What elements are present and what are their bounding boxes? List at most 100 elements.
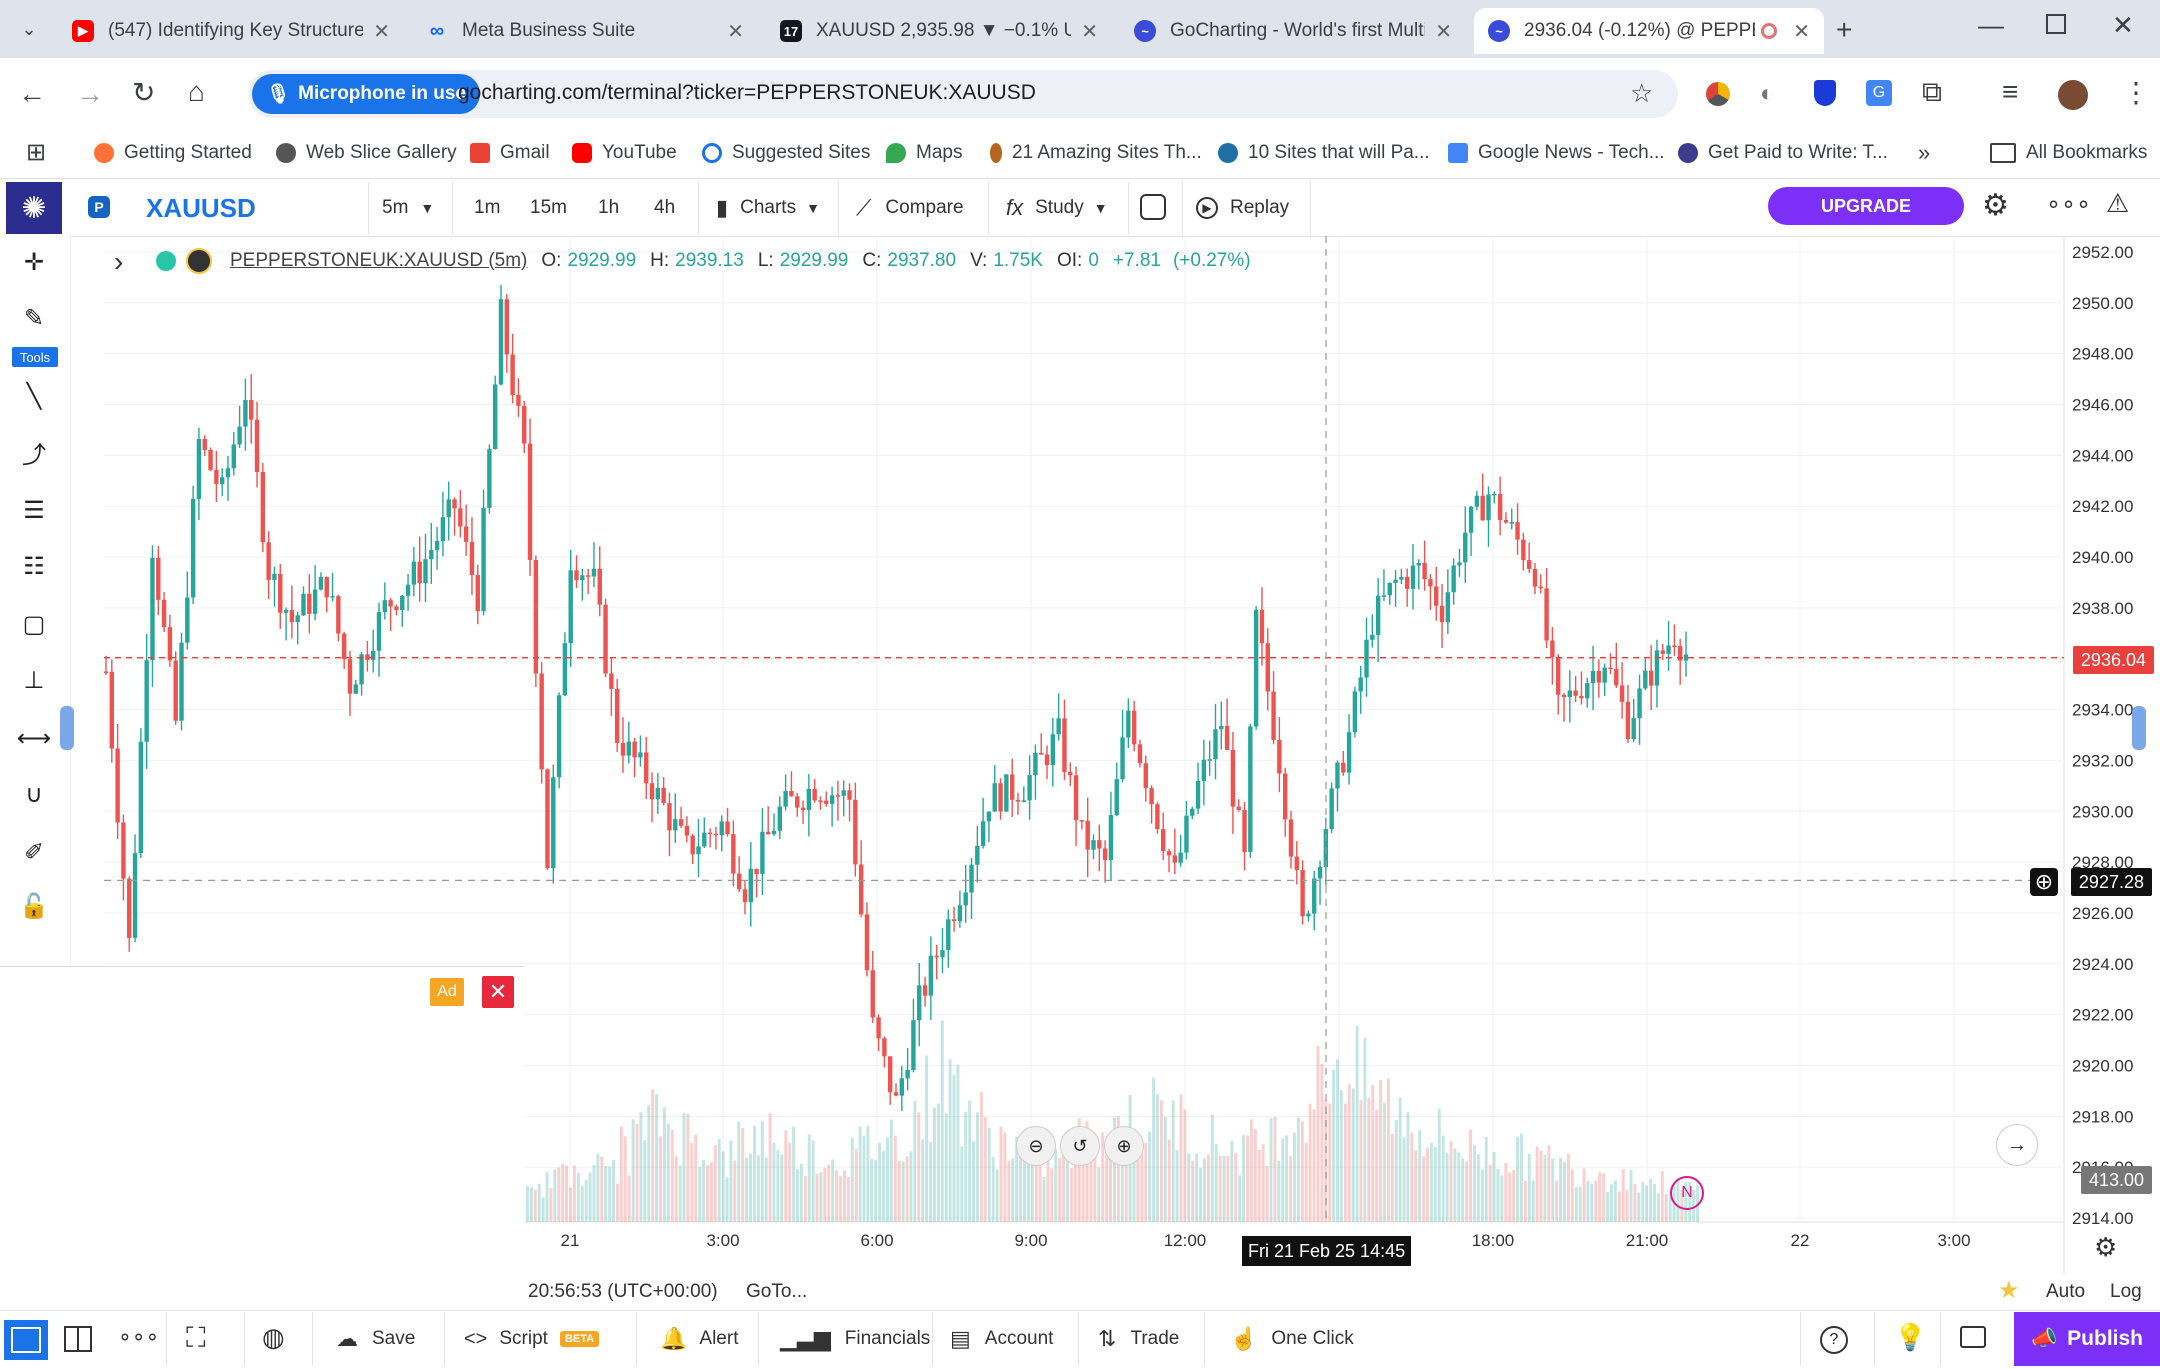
browser-tab-2[interactable]: ∞ Meta Business Suite ✕ (412, 8, 758, 54)
reset-zoom-icon[interactable]: ↺ (1060, 1126, 1100, 1166)
pencil-tool-icon[interactable]: ✎ (23, 304, 45, 332)
bookmark-star-icon[interactable]: ☆ (1630, 78, 1654, 108)
single-layout-icon[interactable] (4, 1320, 48, 1360)
bookmark-web-slice-gallery[interactable]: Web Slice Gallery (276, 138, 457, 168)
bookmark-maps[interactable]: Maps (886, 138, 962, 168)
lightbulb-icon[interactable]: 💡 (1894, 1322, 1927, 1352)
study-dropdown[interactable]: fx Study ▼ (1006, 180, 1108, 236)
news-marker-icon[interactable]: N (1670, 1176, 1704, 1210)
charts-dropdown[interactable]: ▮ Charts ▼ (716, 180, 820, 236)
price-chart[interactable]: 2952.00 2950.00 2948.00 2946.00 2944.00 2942.… (70, 236, 2160, 1274)
favorite-star-icon[interactable]: ★ (1998, 1277, 2020, 1304)
interval-dropdown[interactable]: 5m ▼ (382, 180, 434, 236)
bookmark-10-sites[interactable]: 10 Sites that will Pa... (1218, 138, 1430, 168)
add-order-plus-icon[interactable]: ⊕ (2030, 868, 2058, 896)
close-window-button[interactable]: ✕ (2112, 10, 2134, 40)
browser-tab-5-active[interactable]: ~ 2936.04 (-0.12%) @ PEPPER ✕ (1474, 8, 1824, 54)
reload-icon[interactable]: ↻ (132, 77, 156, 108)
lock-icon[interactable]: 🔓 (19, 892, 49, 920)
magnet-tool-icon[interactable]: ∪ (25, 780, 43, 808)
close-tab-icon[interactable]: ✕ (1793, 20, 1810, 43)
tab-search-button[interactable]: ⌄ (21, 18, 37, 39)
account-button[interactable]: ▤ Account (950, 1310, 1053, 1368)
trade-button[interactable]: ⇅ Trade (1098, 1310, 1179, 1368)
crosshair-tool-icon[interactable]: ✛ (23, 248, 45, 276)
shield-icon[interactable] (1814, 80, 1836, 106)
fibonacci-tool-icon[interactable]: ☰ (23, 496, 45, 524)
alert-warning-icon[interactable]: ⚠ (2106, 188, 2130, 218)
extension-icon-2[interactable]: ◐ (1760, 80, 1775, 107)
browser-tab-4[interactable]: ~ GoCharting - World's first Multi ✕ (1120, 8, 1466, 54)
microphone-in-use-badge[interactable]: 🎙 Microphone in use (252, 74, 480, 114)
close-tab-icon[interactable]: ✕ (727, 20, 744, 43)
profile-avatar[interactable] (2058, 80, 2088, 110)
collapse-left-handle[interactable] (60, 706, 74, 750)
upgrade-button[interactable]: UPGRADE (1768, 187, 1964, 225)
theme-palette-icon[interactable]: ◍ (262, 1322, 285, 1352)
bookmark-21-amazing-sites[interactable]: 21 Amazing Sites Th... (990, 138, 1202, 168)
close-tab-icon[interactable]: ✕ (373, 20, 390, 43)
auto-scale-toggle[interactable]: Auto (2046, 1281, 2086, 1302)
minimize-button[interactable]: — (1978, 10, 2004, 40)
alert-button[interactable]: 🔔 Alert (660, 1310, 738, 1368)
save-button[interactable]: ☁ Save (336, 1310, 415, 1368)
zoom-out-icon[interactable]: ⊖ (1016, 1126, 1056, 1166)
interval-15m[interactable]: 15m (530, 197, 567, 218)
measure-tool-icon[interactable]: ⊥ (23, 666, 45, 694)
symbol-search[interactable]: XAUUSD (146, 192, 256, 223)
expand-legend-icon[interactable]: › (114, 246, 124, 277)
script-button[interactable]: <> Script BETA (464, 1310, 600, 1368)
browser-tab-3[interactable]: 17 XAUUSD 2,935.98 ▼ −0.1% Un ✕ (766, 8, 1112, 54)
video-icon[interactable] (1960, 1326, 1986, 1348)
one-click-button[interactable]: ☝ One Click (1230, 1310, 1354, 1368)
lock-drawings-icon[interactable]: ✐ (23, 838, 45, 866)
bookmarks-overflow-icon[interactable]: » (1918, 140, 1931, 165)
horizontal-line-tool-icon[interactable]: ⟷ (16, 724, 52, 752)
scroll-to-latest-icon[interactable]: → (1996, 1124, 2038, 1166)
all-bookmarks[interactable]: All Bookmarks (1990, 138, 2147, 168)
split-layout-icon[interactable] (64, 1326, 92, 1352)
forward-icon[interactable]: → (76, 78, 104, 109)
collapse-right-handle[interactable] (2132, 706, 2146, 750)
bookmark-getting-started[interactable]: Getting Started (94, 138, 252, 168)
compare-button[interactable]: ⟋ Compare (856, 180, 964, 236)
extension-icon-1[interactable] (1706, 82, 1730, 106)
settings-gear-icon[interactable]: ⚙ (1982, 189, 2009, 222)
interval-1h[interactable]: 1h (598, 197, 620, 218)
url-text[interactable]: gocharting.com/terminal?ticker=PEPPERSTO… (458, 81, 1036, 104)
gocharting-logo[interactable]: ✺ (6, 182, 62, 234)
more-layouts-icon[interactable]: ∘∘∘ (118, 1324, 160, 1349)
bookmark-youtube[interactable]: YouTube (572, 138, 677, 168)
rectangle-tool-icon[interactable]: ▢ (22, 610, 46, 638)
axis-settings-icon[interactable]: ⚙ (2094, 1232, 2118, 1262)
close-ad-icon[interactable]: ✕ (482, 976, 514, 1008)
restore-button[interactable] (2046, 14, 2066, 34)
translate-icon[interactable]: G (1866, 80, 1892, 106)
snapshot-camera-icon[interactable] (1140, 194, 1166, 220)
help-icon[interactable]: ? (1820, 1326, 1848, 1354)
back-icon[interactable]: ← (18, 78, 46, 109)
browser-tab-1[interactable]: ▶ (547) Identifying Key Structures ✕ (58, 8, 404, 54)
new-tab-button[interactable]: + (1836, 14, 1853, 45)
apps-grid-icon[interactable]: ⊞ (26, 139, 47, 166)
omnibox[interactable] (248, 70, 1678, 118)
browser-menu-icon[interactable]: ⋮ (2122, 77, 2150, 108)
interval-1m[interactable]: 1m (474, 197, 501, 218)
log-scale-toggle[interactable]: Log (2110, 1281, 2142, 1302)
legend-ticker[interactable]: PEPPERSTONEUK:XAUUSD (5m) (230, 250, 528, 271)
home-icon[interactable]: ⌂ (188, 76, 205, 107)
interval-4h[interactable]: 4h (654, 197, 676, 218)
zoom-in-icon[interactable]: ⊕ (1104, 1126, 1144, 1166)
bookmark-get-paid[interactable]: Get Paid to Write: T... (1678, 138, 1888, 168)
financials-button[interactable]: ▁▃▆ Financials (780, 1310, 930, 1368)
extensions-puzzle-icon[interactable]: ⧉ (1922, 76, 1942, 107)
fullscreen-icon[interactable]: ⛶ (186, 1322, 206, 1353)
bookmark-gmail[interactable]: Gmail (470, 138, 550, 168)
pitchfork-tool-icon[interactable]: ☷ (23, 552, 45, 580)
publish-button[interactable]: 📣 Publish (2014, 1312, 2160, 1366)
close-tab-icon[interactable]: ✕ (1081, 20, 1098, 43)
bookmark-google-news[interactable]: Google News - Tech... (1448, 138, 1665, 168)
more-options-icon[interactable]: ∘∘∘ (2046, 191, 2092, 218)
replay-button[interactable]: ▶ Replay (1196, 180, 1289, 236)
multi-line-tool-icon[interactable]: ⤴ (22, 441, 46, 469)
